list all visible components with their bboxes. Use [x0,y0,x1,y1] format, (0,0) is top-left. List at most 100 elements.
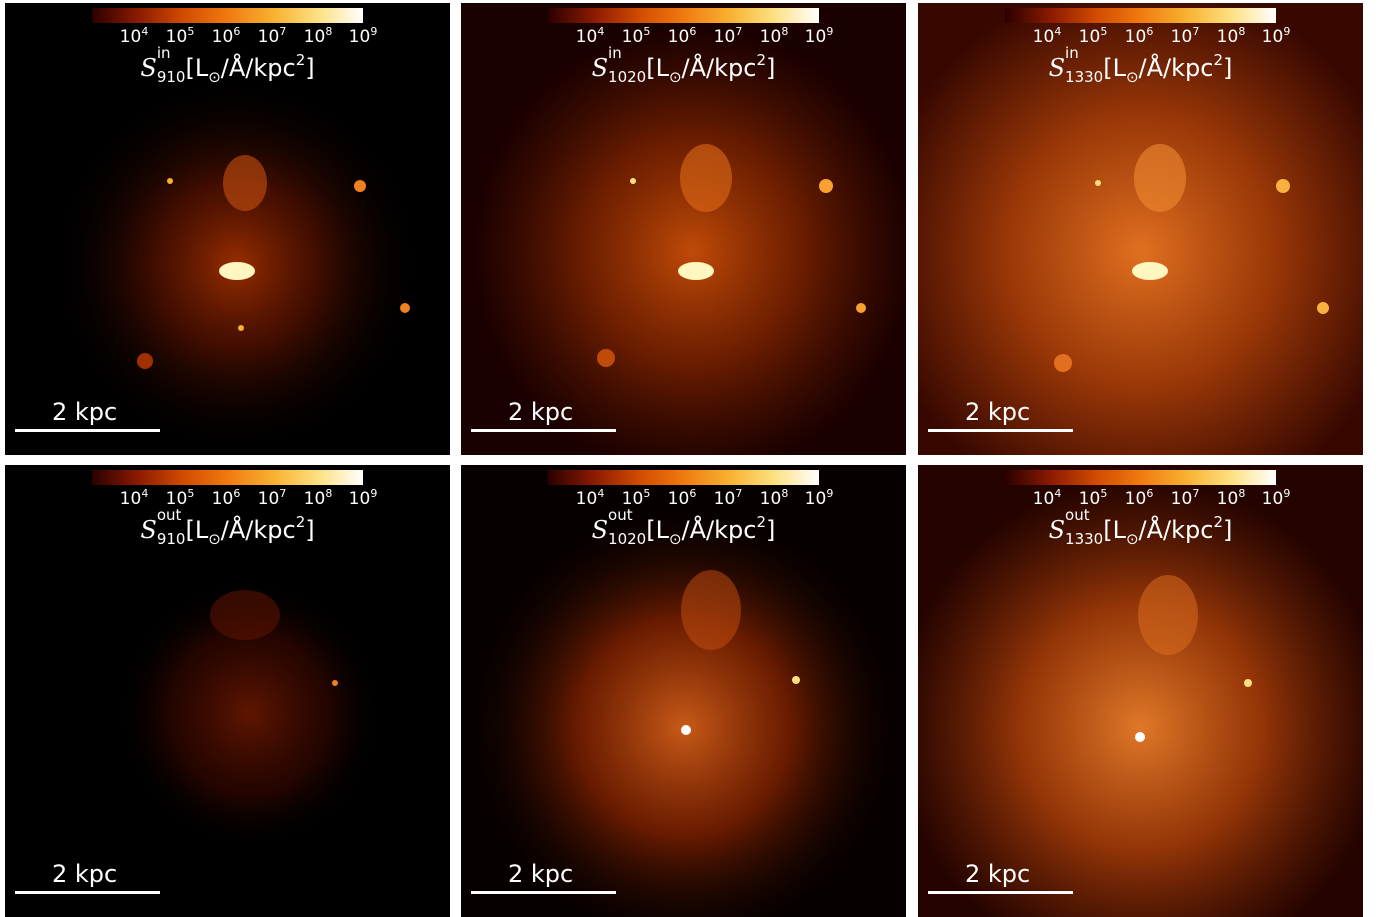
label-subscript: 1330 [1065,530,1104,548]
scale-bar-label: 2 kpc [52,398,118,426]
colorbar-ticks: 104 105 106 107 108 109 [92,25,378,47]
colorbar-ticks: 104 105 106 107 108 109 [1005,487,1291,509]
label-subscript: 1020 [608,68,647,86]
galaxy-image [461,465,906,917]
label-superscript: in [1065,44,1079,62]
colorbar-tick-label: 109 [804,25,834,47]
label-subscript: 910 [156,68,186,86]
symbol: S [140,516,157,544]
colorbar-tick-label: 107 [713,25,743,47]
colorbar-tick-label: 108 [1216,487,1246,509]
galaxy-image [461,3,906,455]
colorbar-tick-label: 107 [257,25,287,47]
units: [L⊙/Å/kpc2] [646,513,776,548]
scale-bar-label: 2 kpc [965,398,1031,426]
scale-bar-label: 2 kpc [508,398,574,426]
colorbar-tick-label: 106 [211,25,241,47]
colorbar-ticks: 104 105 106 107 108 109 [548,487,834,509]
label-subscript: 1020 [608,530,647,548]
units: [L⊙/Å/kpc2] [185,513,315,548]
colorbar-tick-label: 107 [713,487,743,509]
colorbar [548,8,819,23]
colorbar-tick-label: 106 [667,25,697,47]
colorbar [548,470,819,485]
colorbar [1005,8,1276,23]
colorbar [1005,470,1276,485]
galaxy-image [5,465,450,917]
symbol: S [140,54,157,82]
colorbar-tick-label: 105 [1078,25,1108,47]
symbol: S [1048,54,1066,82]
scale-bar [471,429,616,432]
colorbar-tick-label: 109 [1261,487,1291,509]
label-superscript: in [156,44,171,62]
colorbar-tick-label: 108 [759,487,789,509]
colorbar-tick-label: 107 [1170,487,1200,509]
colorbar-tick-label: 105 [621,487,651,509]
colorbar-tick-label: 108 [759,25,789,47]
symbol: S [591,516,609,544]
label-subscript: 1330 [1065,68,1104,86]
symbol: S [1048,516,1066,544]
scale-bar [928,891,1073,894]
colorbar-tick-label: 106 [211,487,241,509]
colorbar-tick-label: 108 [303,25,333,47]
symbol: S [591,54,609,82]
colorbar-tick-label: 106 [1124,25,1154,47]
colorbar-tick-label: 106 [667,487,697,509]
colorbar-tick-label: 107 [1170,25,1200,47]
colorbar-tick-label: 109 [1261,25,1291,47]
colorbar-tick-label: 106 [1124,487,1154,509]
colorbar-tick-label: 109 [804,487,834,509]
colorbar-tick-label: 104 [1032,25,1062,47]
units: [L⊙/Å/kpc2] [185,51,315,86]
label-superscript: out [1065,506,1090,524]
units: [L⊙/Å/kpc2] [646,51,776,86]
scale-bar [928,429,1073,432]
colorbar [92,8,363,23]
galaxy-image [5,3,450,455]
colorbar-ticks: 104 105 106 107 108 109 [548,25,834,47]
colorbar-tick-label: 104 [119,487,149,509]
scale-bar [15,891,160,894]
colorbar-ticks: 104 105 106 107 108 109 [92,487,378,509]
colorbar-tick-label: 107 [257,487,287,509]
scale-bar-label: 2 kpc [52,860,118,888]
colorbar-ticks: 104 105 106 107 108 109 [1005,25,1291,47]
colorbar-tick-label: 104 [1032,487,1062,509]
label-subscript: 910 [156,530,186,548]
units: [L⊙/Å/kpc2] [1103,513,1233,548]
label-superscript: in [608,44,622,62]
colorbar-tick-label: 108 [303,487,333,509]
colorbar [92,470,363,485]
galaxy-image [918,3,1363,455]
colorbar-tick-label: 105 [621,25,651,47]
scale-bar [15,429,160,432]
scale-bar-label: 2 kpc [508,860,574,888]
colorbar-tick-label: 104 [575,25,605,47]
colorbar-tick-label: 104 [119,25,149,47]
colorbar-tick-label: 109 [348,487,378,509]
colorbar-tick-label: 109 [348,25,378,47]
units: [L⊙/Å/kpc2] [1103,51,1233,86]
label-superscript: out [608,506,633,524]
galaxy-image [918,465,1363,917]
colorbar-tick-label: 108 [1216,25,1246,47]
scale-bar-label: 2 kpc [965,860,1031,888]
scale-bar [471,891,616,894]
label-superscript: out [156,506,182,524]
colorbar-tick-label: 105 [165,487,195,509]
colorbar-tick-label: 104 [575,487,605,509]
